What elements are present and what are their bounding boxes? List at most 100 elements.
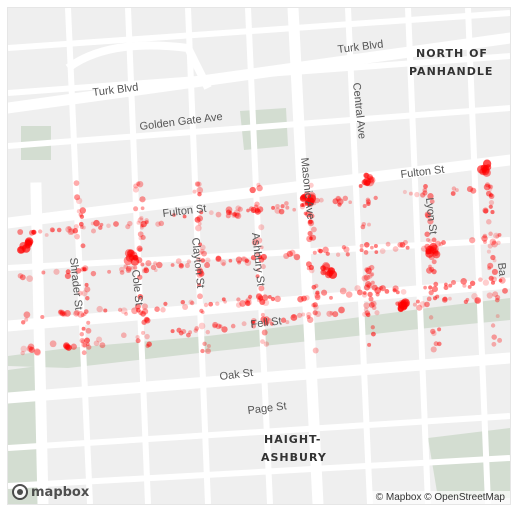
incident-point (359, 248, 364, 253)
incident-point (138, 310, 144, 316)
incident-point (155, 221, 161, 227)
incident-point (182, 214, 187, 219)
incident-point (260, 253, 267, 260)
incident-point (267, 294, 272, 299)
incident-point (371, 284, 378, 291)
incident-point (53, 268, 60, 275)
incident-point (199, 248, 205, 254)
incident-point (221, 297, 226, 302)
incident-point (135, 334, 140, 340)
incident-point (430, 328, 436, 335)
incident-point (265, 321, 269, 326)
incident-point (395, 290, 400, 295)
incident-point (237, 260, 242, 265)
incident-point (483, 240, 487, 244)
incident-point (124, 311, 129, 316)
incident-point (26, 275, 34, 282)
incident-point (73, 224, 79, 230)
incident-point (123, 264, 129, 269)
incident-point (60, 311, 65, 315)
incident-point (83, 309, 89, 314)
mapbox-logo[interactable]: mapbox (12, 484, 89, 500)
incident-point (50, 228, 55, 233)
incident-point (292, 207, 297, 212)
incident-point (427, 218, 434, 225)
incident-point (132, 254, 139, 261)
incident-point (199, 244, 206, 251)
incident-point (442, 296, 448, 302)
incident-point (72, 228, 79, 234)
incident-point (197, 293, 203, 300)
incident-point (374, 250, 379, 254)
incident-point (139, 215, 144, 221)
incident-point (260, 312, 265, 317)
incident-point (125, 267, 132, 274)
incident-point (384, 289, 390, 294)
incident-point (76, 209, 82, 214)
incident-point (64, 310, 71, 317)
minor-streets (8, 8, 510, 504)
incident-point (332, 198, 339, 205)
incident-point (24, 317, 29, 322)
incident-point (245, 299, 252, 306)
incident-point (363, 307, 369, 312)
incident-point (399, 241, 406, 248)
incident-point (322, 263, 331, 271)
incident-point (498, 278, 503, 283)
incident-point (136, 220, 141, 225)
incident-point (363, 274, 370, 281)
incident-point (67, 226, 72, 231)
incident-point (190, 300, 195, 306)
incident-point (143, 317, 150, 323)
incident-point (93, 340, 100, 347)
incident-point (335, 196, 342, 202)
incident-point (318, 197, 324, 203)
incident-point (160, 307, 166, 313)
incident-point (270, 296, 276, 302)
attribution-mapbox-link[interactable]: © Mapbox (375, 492, 422, 503)
incident-point (483, 208, 489, 214)
incident-point (375, 292, 380, 297)
incident-point (415, 299, 420, 304)
map-canvas[interactable]: Turk Blvd Turk Blvd Golden Gate Ave Cent… (7, 7, 511, 505)
incident-point (17, 273, 24, 279)
incident-point (358, 184, 363, 188)
incident-point (425, 237, 431, 242)
incident-point (206, 344, 211, 348)
incident-point (133, 265, 138, 270)
incident-point (170, 329, 175, 334)
incident-point (188, 330, 193, 335)
incident-point (317, 248, 324, 254)
incident-point (337, 198, 344, 205)
incident-point (82, 265, 89, 272)
incident-point (314, 292, 321, 299)
incident-point (143, 266, 148, 271)
street-label-ashbury: Ashbury St (249, 232, 267, 287)
incident-point (90, 221, 95, 226)
attribution-osm-link[interactable]: © OpenStreetMap (424, 492, 505, 503)
incident-point (220, 259, 227, 266)
incident-point (487, 184, 492, 189)
hood-label-north-panhandle-2: PANHANDLE (409, 65, 493, 78)
incident-point (141, 303, 148, 310)
incident-point (327, 267, 336, 275)
incident-point (24, 239, 31, 245)
incident-point (257, 255, 263, 260)
incident-point (193, 328, 199, 333)
incident-point (146, 341, 152, 347)
incident-point (368, 301, 375, 308)
incident-point (197, 191, 202, 197)
incident-point (138, 236, 143, 241)
incident-point (470, 187, 477, 194)
incident-point (250, 319, 255, 325)
incident-point (361, 292, 368, 298)
incident-point (348, 200, 353, 205)
incident-point (370, 325, 375, 330)
incident-point (484, 182, 491, 188)
incident-point (74, 194, 81, 201)
incident-point (260, 316, 267, 323)
incident-point (145, 260, 152, 267)
incident-point (441, 296, 448, 303)
incident-point (140, 225, 144, 230)
incident-point (96, 305, 103, 313)
